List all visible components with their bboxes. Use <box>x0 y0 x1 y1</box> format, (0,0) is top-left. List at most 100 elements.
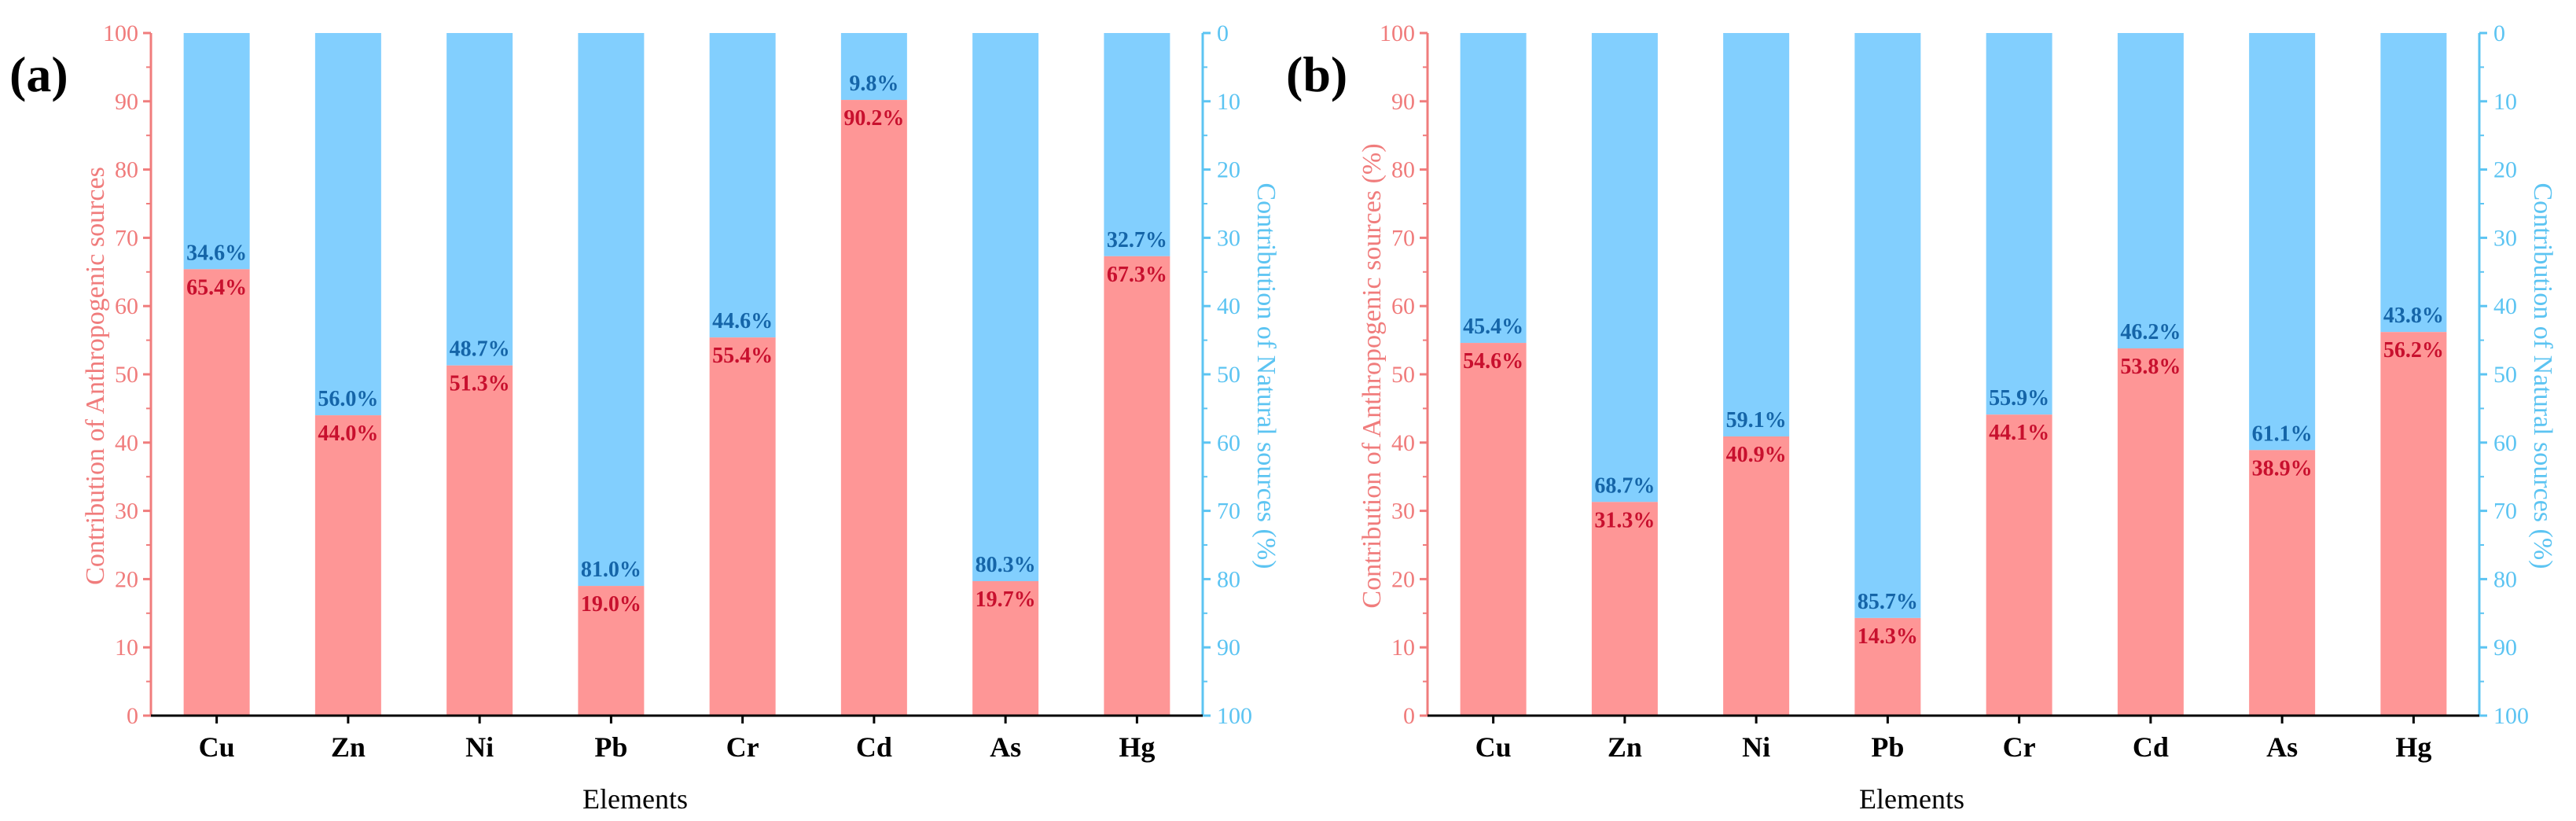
category-label: Cr <box>2003 731 2036 763</box>
right-tick-label: 10 <box>2493 89 2517 115</box>
right-tick-label: 80 <box>1217 566 1240 592</box>
chart-panel-a: (a) 34.6% 65.4% Cu 56.0% 44.0% Zn 48.7% 51.3% Ni… <box>9 20 1281 815</box>
left-tick-label: 80 <box>115 157 138 183</box>
value-label-anthropogenic: 19.0% <box>581 592 641 617</box>
right-tick-label: 90 <box>1217 635 1240 661</box>
right-tick-label: 90 <box>2493 635 2517 661</box>
category-label: Cr <box>726 731 759 763</box>
left-tick-label: 20 <box>1391 566 1415 592</box>
left-tick-label: 70 <box>1391 225 1415 251</box>
value-label-natural: 43.8% <box>2383 304 2444 328</box>
value-label-anthropogenic: 31.3% <box>1594 508 1655 532</box>
panel-a-ylabel-left: Contribution of Anthropogenic sources <box>81 167 110 585</box>
left-tick-label: 0 <box>127 703 138 729</box>
bar-anthropogenic-pb <box>578 586 645 716</box>
value-label-anthropogenic: 54.6% <box>1463 349 1523 374</box>
value-label-anthropogenic: 56.2% <box>2383 338 2444 363</box>
bar-natural-ni <box>446 33 513 366</box>
right-tick-label: 50 <box>2493 362 2517 388</box>
bar-natural-cd <box>2117 33 2184 349</box>
value-label-anthropogenic: 19.7% <box>976 587 1036 612</box>
bar-natural-pb <box>578 33 645 587</box>
value-label-anthropogenic: 38.9% <box>2252 456 2313 480</box>
bar-anthropogenic-hg <box>2380 332 2447 716</box>
left-tick-label: 50 <box>1391 362 1415 388</box>
right-tick-label: 0 <box>1217 20 1229 46</box>
bar-anthropogenic-as <box>2249 450 2316 716</box>
value-label-natural: 55.9% <box>1989 386 2049 410</box>
value-label-natural: 80.3% <box>976 553 1036 577</box>
right-tick-label: 10 <box>1217 89 1240 115</box>
right-tick-label: 20 <box>2493 157 2517 183</box>
right-tick-label: 20 <box>1217 157 1240 183</box>
category-label: Pb <box>1871 731 1904 763</box>
right-tick-label: 40 <box>2493 293 2517 319</box>
category-label: Cu <box>199 731 235 763</box>
value-label-anthropogenic: 90.2% <box>843 106 904 131</box>
bar-anthropogenic-as <box>972 581 1039 716</box>
panel-b-xlabel: Elements <box>1859 783 1964 815</box>
bar-anthropogenic-cd <box>840 100 907 716</box>
value-label-natural: 68.7% <box>1594 473 1655 498</box>
right-tick-label: 40 <box>1217 293 1240 319</box>
category-label: As <box>990 731 1021 763</box>
panel-a-ylabel-right: Contribution of Natural sources (%) <box>1251 183 1281 569</box>
value-label-natural: 45.4% <box>1463 315 1523 339</box>
category-label: Cd <box>856 731 892 763</box>
left-tick-label: 30 <box>1391 499 1415 525</box>
category-label: Pb <box>594 731 627 763</box>
left-tick-label: 80 <box>1391 157 1415 183</box>
right-tick-label: 30 <box>2493 225 2517 251</box>
left-tick-label: 60 <box>115 293 138 319</box>
bar-anthropogenic-cu <box>1460 343 1527 716</box>
value-label-natural: 44.6% <box>712 309 773 333</box>
value-label-anthropogenic: 44.0% <box>318 422 378 446</box>
left-tick-label: 100 <box>1380 20 1415 46</box>
value-label-natural: 59.1% <box>1726 408 1787 433</box>
value-label-natural: 34.6% <box>186 241 247 265</box>
panel-a-plot: 34.6% 65.4% Cu 56.0% 44.0% Zn 48.7% 51.3% Ni 81.0… <box>103 20 1252 763</box>
category-label: Zn <box>1608 731 1642 763</box>
left-tick-label: 100 <box>103 20 138 46</box>
value-label-natural: 9.8% <box>849 72 898 96</box>
category-label: Ni <box>1742 731 1770 763</box>
right-tick-label: 100 <box>1217 703 1252 729</box>
category-label: Cd <box>2133 731 2169 763</box>
value-label-natural: 56.0% <box>318 387 378 411</box>
right-tick-label: 70 <box>1217 499 1240 525</box>
left-tick-label: 40 <box>115 430 138 456</box>
bar-anthropogenic-cr <box>1986 414 2052 716</box>
left-tick-label: 90 <box>1391 89 1415 115</box>
bar-natural-hg <box>2380 33 2447 333</box>
category-label: Ni <box>465 731 494 763</box>
bar-anthropogenic-zn <box>314 415 381 716</box>
panel-b-plot: 45.4% 54.6% Cu 68.7% 31.3% Zn 59.1% 40.9% Ni 85.7… <box>1380 20 2529 763</box>
bar-natural-cr <box>709 33 776 338</box>
bar-natural-zn <box>314 33 381 416</box>
bar-natural-zn <box>1591 33 1658 503</box>
right-tick-label: 60 <box>1217 430 1240 456</box>
bar-natural-ni <box>1723 33 1790 436</box>
right-tick-label: 80 <box>2493 566 2517 592</box>
value-label-natural: 61.1% <box>2252 422 2313 446</box>
right-tick-label: 50 <box>1217 362 1240 388</box>
bar-natural-hg <box>1104 33 1170 256</box>
bar-anthropogenic-hg <box>1104 256 1170 716</box>
value-label-anthropogenic: 14.3% <box>1858 624 1918 649</box>
chart-panel-b: (b) 45.4% 54.6% Cu 68.7% 31.3% Zn 59.1% 40.9% Ni… <box>1286 20 2557 815</box>
category-label: Hg <box>2395 731 2431 763</box>
value-label-natural: 32.7% <box>1107 228 1167 252</box>
value-label-natural: 48.7% <box>450 337 510 362</box>
bar-natural-cr <box>1986 33 2052 415</box>
bar-natural-as <box>2249 33 2316 451</box>
panel-a-label: (a) <box>9 46 68 102</box>
right-tick-label: 0 <box>2493 20 2505 46</box>
value-label-anthropogenic: 51.3% <box>450 372 510 396</box>
bar-natural-cd <box>840 33 907 101</box>
bar-anthropogenic-cd <box>2117 348 2184 716</box>
left-tick-label: 10 <box>1391 635 1415 661</box>
right-tick-label: 60 <box>2493 430 2517 456</box>
value-label-anthropogenic: 67.3% <box>1107 263 1167 287</box>
value-label-anthropogenic: 44.1% <box>1989 421 2049 445</box>
left-tick-label: 70 <box>115 225 138 251</box>
